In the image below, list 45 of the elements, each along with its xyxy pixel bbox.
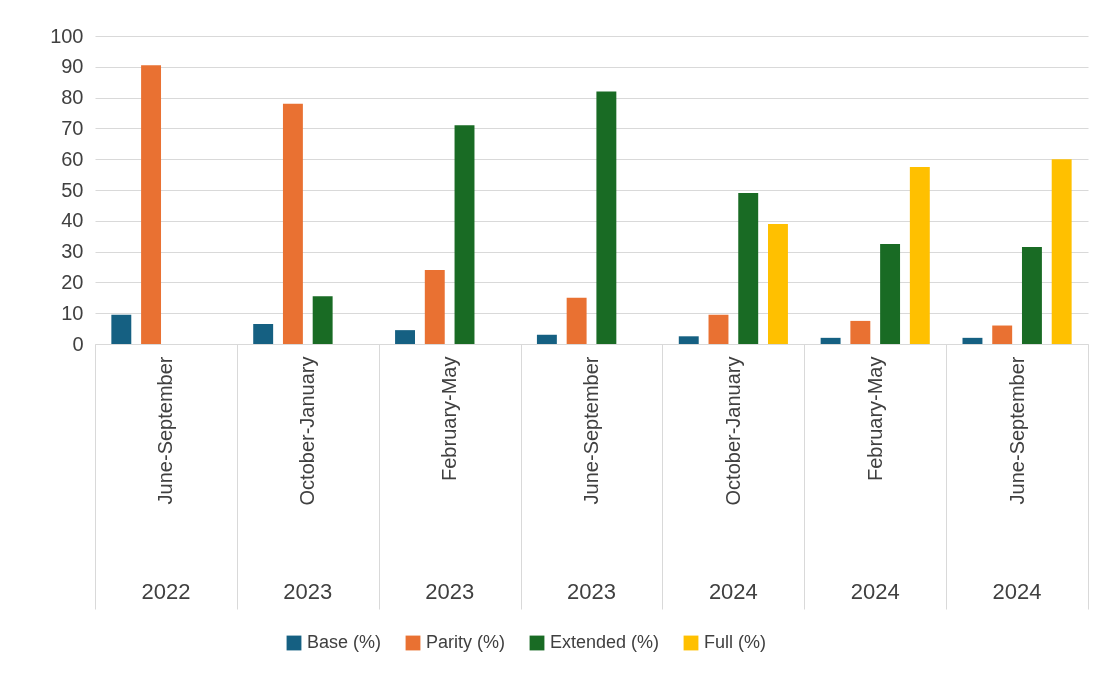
bar xyxy=(536,334,557,344)
bar xyxy=(312,296,333,344)
bar xyxy=(1051,159,1072,344)
y-tick-label: 60 xyxy=(61,147,84,170)
legend-label: Parity (%) xyxy=(426,632,506,652)
y-tick-label: 50 xyxy=(61,178,84,201)
y-tick-label: 90 xyxy=(61,55,84,78)
category-label: October-January 2024 xyxy=(708,356,758,604)
y-tick-label: 0 xyxy=(72,332,84,355)
bar xyxy=(820,337,841,344)
legend-label: Base (%) xyxy=(307,632,382,652)
bar xyxy=(909,166,930,344)
bar xyxy=(424,270,445,344)
bar xyxy=(566,297,587,344)
bar xyxy=(962,337,983,344)
bar xyxy=(454,125,475,344)
bar xyxy=(992,325,1013,344)
bar xyxy=(111,314,132,344)
y-tick-label: 40 xyxy=(61,209,84,232)
category-label: June-September 2022 xyxy=(141,356,191,604)
y-tick-label: 30 xyxy=(61,240,84,263)
category-label: February-May 2023 xyxy=(425,356,475,604)
bar xyxy=(708,314,729,344)
y-tick-label: 80 xyxy=(61,86,84,109)
category-label: June-September 2024 xyxy=(992,356,1042,604)
category-label: October-January 2023 xyxy=(283,356,333,604)
category-label: February-May 2024 xyxy=(850,356,900,604)
bar xyxy=(282,103,303,344)
bar xyxy=(141,65,162,344)
y-tick-label: 70 xyxy=(61,116,84,139)
bar xyxy=(880,243,901,344)
y-tick-label: 100 xyxy=(50,24,84,47)
bar xyxy=(738,193,759,344)
bar xyxy=(596,91,617,344)
bar xyxy=(850,320,871,344)
bar xyxy=(253,323,274,344)
y-tick-label: 10 xyxy=(61,301,84,324)
y-tick-label: 20 xyxy=(61,270,84,293)
bar xyxy=(1021,246,1042,344)
bar xyxy=(395,330,415,344)
bar xyxy=(678,336,699,344)
legend-label: Extended (%) xyxy=(550,632,660,652)
legend-label: Full (%) xyxy=(704,632,766,652)
bar xyxy=(768,223,788,344)
category-label: June-September 2023 xyxy=(567,356,616,604)
